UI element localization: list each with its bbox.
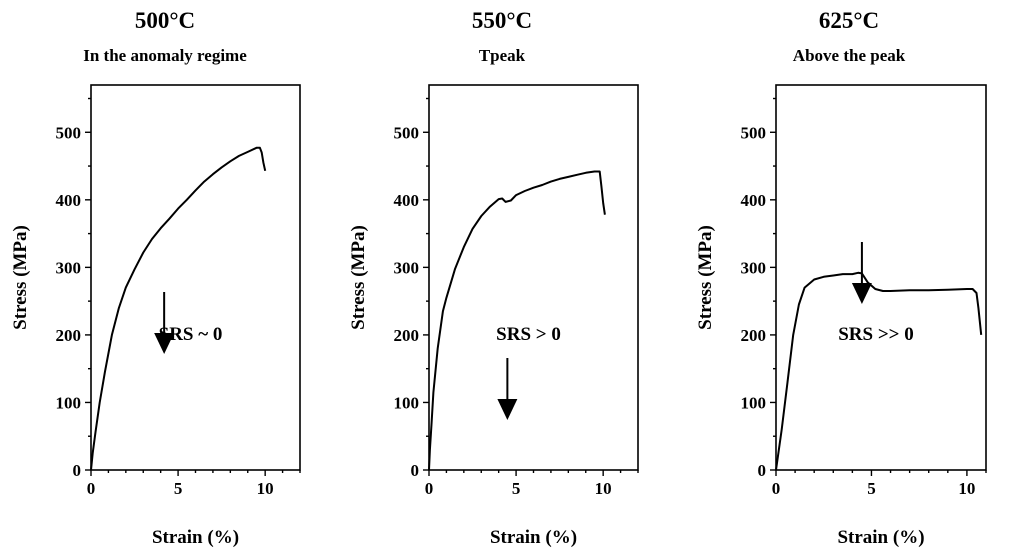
y-tick-label: 0: [758, 461, 767, 480]
chart-panel-500c: 500°C In the anomaly regime 0 100 200 300 40…: [0, 0, 330, 555]
x-tick-label: 0: [772, 479, 781, 498]
y-tick-label: 0: [411, 461, 420, 480]
x-tick-label: 10: [595, 479, 612, 498]
y-tick-label: 100: [56, 393, 82, 412]
x-axis-label: Strain (%): [152, 527, 239, 548]
y-tick-label: 300: [741, 258, 767, 277]
plot-svg: 0 100 200 300 400 500 0 5 10 Strain (%) Stress (MP…: [348, 84, 639, 548]
chart-subtitle: Above the peak: [792, 46, 906, 65]
y-tick-label: 400: [394, 191, 420, 210]
y-tick-label: 500: [56, 123, 82, 142]
annotation-label: SRS ~ 0: [159, 324, 223, 345]
y-tick-label: 500: [741, 123, 767, 142]
y-tick-label: 200: [394, 326, 420, 345]
y-tick-label: 500: [394, 123, 420, 142]
plot-frame: [428, 84, 639, 471]
y-axis-label: Stress (MPa): [348, 225, 369, 330]
y-tick-label: 200: [741, 326, 767, 345]
x-tick-label: 0: [425, 479, 434, 498]
series-line: [428, 170, 606, 471]
chart-title: 625°C: [818, 8, 880, 33]
x-tick-label: 5: [867, 479, 876, 498]
series-line: [90, 146, 267, 471]
x-axis-label: Strain (%): [490, 527, 577, 548]
x-tick-label: 0: [87, 479, 96, 498]
arrow-head: [154, 333, 175, 354]
y-tick-label: 0: [73, 461, 82, 480]
y-axis-label: Stress (MPa): [10, 225, 31, 330]
arrow-head: [851, 283, 872, 304]
y-axis-label: Stress (MPa): [695, 225, 716, 330]
chart-title: 550°C: [471, 8, 533, 33]
plot-svg: 0 100 200 300 400 500 0 5 10 Strain (%) Stress (MP…: [695, 84, 987, 548]
annotation-label: SRS > 0: [496, 324, 561, 345]
chart-subtitle: Tpeak: [478, 46, 526, 65]
chart-panel-550c: 550°C Tpeak 0 100 200 300 400 500 0 5 10 Strain (…: [337, 0, 667, 555]
x-tick-label: 5: [174, 479, 183, 498]
y-tick-label: 300: [394, 258, 420, 277]
plot-frame: [90, 84, 301, 471]
plot-frame: [775, 84, 987, 471]
x-tick-label: 10: [257, 479, 274, 498]
y-tick-label: 100: [394, 393, 420, 412]
y-tick-label: 100: [741, 393, 767, 412]
arrow-head: [497, 399, 518, 420]
y-tick-label: 300: [56, 258, 82, 277]
y-tick-label: 200: [56, 326, 82, 345]
series-line: [775, 271, 983, 471]
chart-subtitle: In the anomaly regime: [83, 46, 247, 65]
x-axis-label: Strain (%): [837, 527, 924, 548]
annotation-label: SRS >> 0: [838, 324, 914, 345]
chart-title: 500°C: [134, 8, 196, 33]
chart-panel-625c: 625°C Above the peak 0 100 200 300 400 500 0 5 1…: [684, 0, 1013, 555]
x-tick-label: 10: [958, 479, 975, 498]
y-tick-label: 400: [741, 191, 767, 210]
y-tick-label: 400: [56, 191, 82, 210]
x-tick-label: 5: [512, 479, 521, 498]
plot-svg: 0 100 200 300 400 500 0 5 10 Strain (%) Stress (MP…: [10, 84, 301, 548]
